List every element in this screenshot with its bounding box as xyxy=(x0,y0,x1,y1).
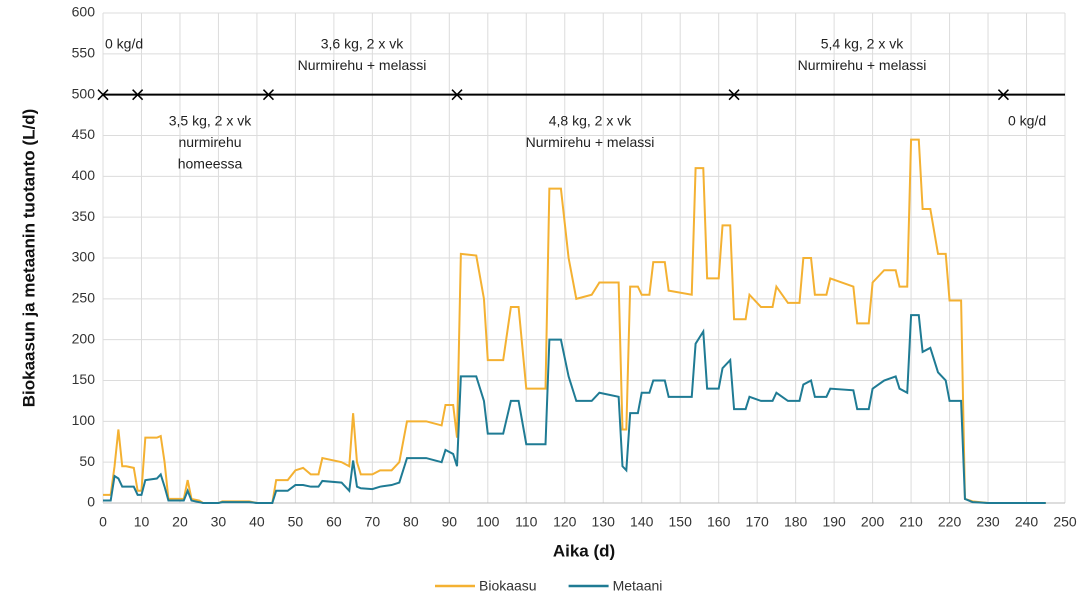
annotation: 0 kg/d xyxy=(105,36,143,52)
annotation: 5,4 kg, 2 x vk xyxy=(821,36,904,52)
y-tick-label: 600 xyxy=(72,4,96,20)
y-tick-label: 500 xyxy=(72,85,96,101)
annotation: 0 kg/d xyxy=(1008,113,1046,129)
x-tick-label: 220 xyxy=(938,514,962,530)
x-tick-label: 240 xyxy=(1015,514,1039,530)
x-tick-label: 70 xyxy=(365,514,381,530)
x-tick-label: 20 xyxy=(172,514,188,530)
x-tick-label: 100 xyxy=(476,514,500,530)
x-tick-label: 60 xyxy=(326,514,342,530)
y-tick-label: 100 xyxy=(72,412,96,428)
annotation: homeessa xyxy=(178,156,243,172)
x-tick-label: 110 xyxy=(515,514,538,530)
x-tick-label: 180 xyxy=(784,514,808,530)
x-tick-label: 10 xyxy=(134,514,150,530)
phase-marker xyxy=(97,89,109,101)
annotation: nurmirehu xyxy=(178,134,241,150)
y-tick-label: 400 xyxy=(72,167,96,183)
x-tick-label: 150 xyxy=(669,514,693,530)
phase-marker xyxy=(262,89,274,101)
phase-marker xyxy=(451,89,463,101)
y-axis-label: Biokaasun ja metaanin tuotanto (L/d) xyxy=(19,109,38,407)
x-tick-label: 190 xyxy=(822,514,846,530)
phase-marker xyxy=(132,89,144,101)
x-tick-label: 30 xyxy=(211,514,227,530)
legend-label: Metaani xyxy=(613,578,663,594)
y-tick-label: 300 xyxy=(72,249,96,265)
annotation: 3,6 kg, 2 x vk xyxy=(321,36,404,52)
y-tick-label: 550 xyxy=(72,45,96,61)
x-tick-label: 120 xyxy=(553,514,577,530)
line-series xyxy=(103,138,1046,504)
annotation: 4,8 kg, 2 x vk xyxy=(549,113,632,129)
x-tick-label: 230 xyxy=(976,514,1000,530)
line-series xyxy=(103,314,1046,504)
x-tick-label: 250 xyxy=(1053,514,1077,530)
y-tick-label: 250 xyxy=(72,290,96,306)
x-tick-label: 130 xyxy=(592,514,616,530)
phase-marker xyxy=(728,89,740,101)
x-tick-label: 90 xyxy=(442,514,458,530)
x-tick-label: 210 xyxy=(899,514,923,530)
y-tick-label: 50 xyxy=(79,453,95,469)
legend-label: Biokaasu xyxy=(479,578,537,594)
annotation: Nurmirehu + melassi xyxy=(798,57,927,73)
y-tick-label: 350 xyxy=(72,208,96,224)
x-tick-label: 170 xyxy=(745,514,769,530)
annotation: 3,5 kg, 2 x vk xyxy=(169,113,252,129)
x-tick-label: 140 xyxy=(630,514,654,530)
x-axis-label: Aika (d) xyxy=(553,541,615,560)
x-tick-label: 160 xyxy=(707,514,731,530)
x-tick-label: 80 xyxy=(403,514,419,530)
phase-marker xyxy=(997,89,1009,101)
y-tick-label: 450 xyxy=(72,126,96,142)
x-tick-label: 40 xyxy=(249,514,265,530)
x-tick-label: 0 xyxy=(99,514,107,530)
x-tick-label: 50 xyxy=(288,514,304,530)
annotation: Nurmirehu + melassi xyxy=(526,134,655,150)
y-tick-label: 0 xyxy=(87,494,95,510)
y-tick-label: 200 xyxy=(72,330,96,346)
x-tick-label: 200 xyxy=(861,514,885,530)
annotation: Nurmirehu + melassi xyxy=(298,57,427,73)
y-tick-label: 150 xyxy=(72,371,96,387)
